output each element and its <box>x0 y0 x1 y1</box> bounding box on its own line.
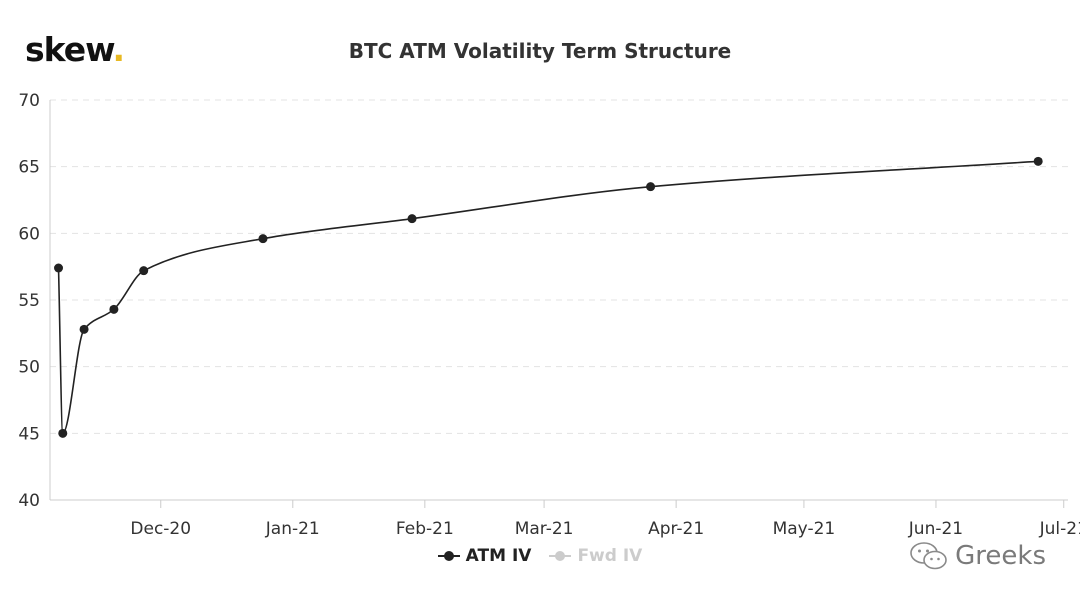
logo-dot: . <box>112 30 125 69</box>
legend-item-fwd-iv[interactable]: Fwd IV <box>549 546 642 566</box>
axes <box>49 100 1068 501</box>
x-tick-label: Mar-21 <box>515 519 574 539</box>
y-tick-label: 40 <box>18 491 40 511</box>
logo-text: skew <box>25 30 113 69</box>
data-point[interactable] <box>54 263 64 273</box>
data-point[interactable] <box>139 266 149 276</box>
legend-label-fwd-iv: Fwd IV <box>577 546 643 566</box>
y-tick-label: 45 <box>18 424 40 444</box>
data-point[interactable] <box>58 428 68 438</box>
watermark: Greeks <box>909 541 1046 571</box>
skew-logo: skew. <box>25 30 125 69</box>
y-tick-label: 70 <box>18 91 40 111</box>
y-axis-ticks: 40 45 50 55 60 65 70 <box>18 91 40 511</box>
x-tick-label: Jun-21 <box>908 519 963 539</box>
legend-item-atm-iv[interactable]: ATM IV <box>437 546 532 566</box>
x-tick-label: May-21 <box>773 519 836 539</box>
data-point[interactable] <box>258 234 268 244</box>
x-tick-label: Feb-21 <box>396 519 454 539</box>
data-point[interactable] <box>1033 156 1043 166</box>
x-tick-label: Jan-21 <box>265 519 320 539</box>
y-tick-label: 65 <box>18 158 40 178</box>
legend-swatch-fwd-iv <box>549 551 572 561</box>
grid-lines <box>50 99 1068 434</box>
legend-swatch-atm-iv <box>437 551 460 561</box>
y-tick-label: 55 <box>18 291 40 311</box>
legend: ATM IV Fwd IV <box>0 546 1080 566</box>
y-tick-label: 60 <box>18 224 40 244</box>
chart-title: BTC ATM Volatility Term Structure <box>348 39 732 63</box>
data-point[interactable] <box>407 214 417 224</box>
watermark-text: Greeks <box>955 541 1046 571</box>
x-axis-ticks: Dec-20 Jan-21 Feb-21 Mar-21 Apr-21 May-21 Jun-… <box>130 500 1080 539</box>
data-point[interactable] <box>79 324 89 334</box>
series-layer <box>54 156 1043 438</box>
data-point[interactable] <box>646 182 656 192</box>
x-tick-label: Dec-20 <box>130 519 191 539</box>
legend-label-atm-iv: ATM IV <box>465 546 532 566</box>
series-line-atm-iv <box>57 160 1039 435</box>
wechat-icon <box>910 542 947 570</box>
data-point[interactable] <box>109 304 119 314</box>
x-tick-label: Apr-21 <box>648 519 704 539</box>
y-tick-label: 50 <box>18 358 40 378</box>
x-tick-label: Jul-21 <box>1039 519 1080 539</box>
